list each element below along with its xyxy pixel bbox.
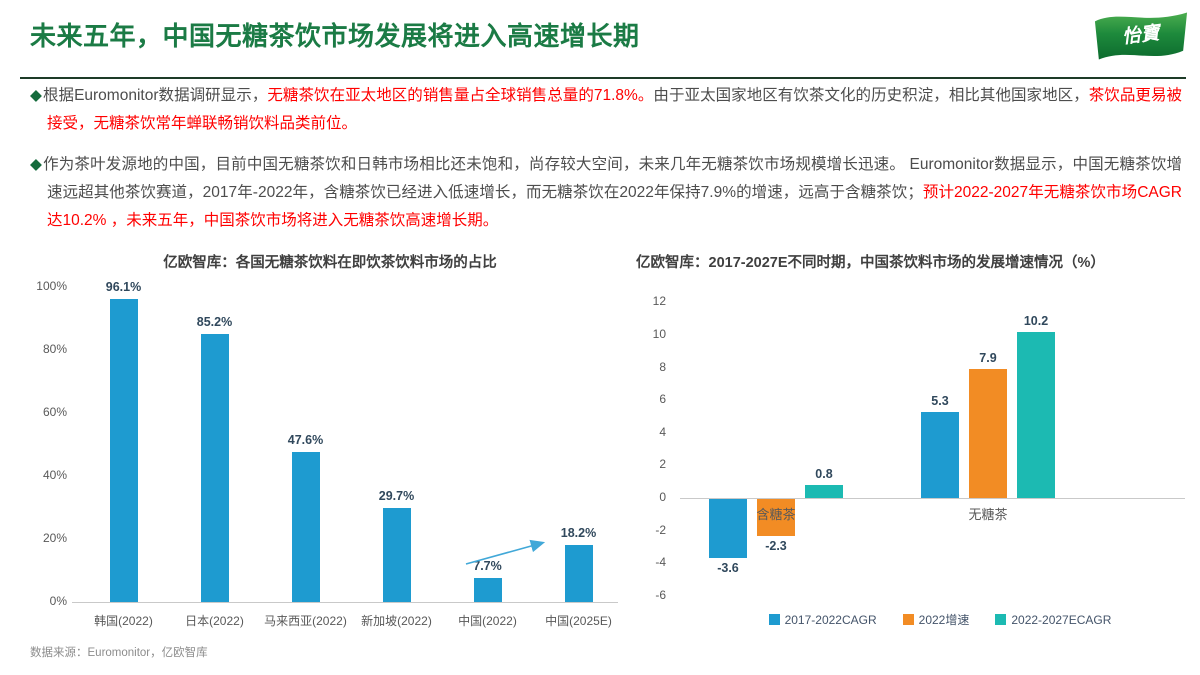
legend-label: 2017-2022CAGR [784, 612, 877, 627]
x-axis-category-label: 中国(2022) [458, 614, 517, 628]
bar-value-label: 18.2% [560, 525, 597, 540]
bar-value-label: 0.8 [815, 466, 833, 481]
bullet-paragraph: ◆作为茶叶发源地的中国，目前中国无糖茶饮和日韩市场相比还未饱和，尚存较大空间，未… [30, 151, 1182, 235]
y-axis-tick: 100% [36, 279, 67, 293]
y-axis-tick: 0% [49, 594, 67, 608]
group-category-label: 无糖茶 [968, 507, 1008, 522]
left-chart-title: 亿欧智库：各国无糖茶饮料在即饮茶饮料市场的占比 [163, 255, 497, 271]
bar [564, 544, 593, 602]
y-axis-tick: 2 [659, 457, 666, 472]
bullet-paragraph: ◆根据Euromonitor数据调研显示，无糖茶饮在亚太地区的销售量占全球销售总… [30, 82, 1182, 138]
y-axis-tick: 4 [659, 424, 666, 439]
y-axis-tick: -6 [655, 587, 666, 602]
text-segment: 作为茶叶发源地的中国，目前中国无糖茶饮和日韩市场相比还未饱和，尚存较大空间，未来… [43, 156, 1182, 201]
bar-value-label: 5.3 [931, 393, 949, 408]
bar-value-label: 7.7% [473, 558, 502, 573]
bar-value-label: 96.1% [105, 280, 142, 295]
bar [109, 299, 138, 602]
group-category-label: 含糖茶 [756, 507, 796, 522]
bar-value-label: 10.2 [1023, 313, 1049, 328]
legend-swatch-icon [902, 614, 914, 625]
legend-item: 2017-2022CAGR [768, 612, 877, 627]
legend-swatch-icon [995, 614, 1007, 625]
x-axis-category-label: 新加坡(2022) [361, 614, 432, 628]
legend-label: 2022增速 [918, 613, 970, 627]
bar-value-label: -2.3 [765, 539, 787, 554]
x-axis-category-label: 日本(2022) [185, 614, 244, 628]
chart-legend: 2017-2022CAGR 2022增速 2022-2027ECAGR [690, 611, 1190, 628]
y-axis-tick: 20% [42, 531, 67, 545]
bar-value-label: 29.7% [378, 489, 415, 504]
y-axis-tick: 6 [659, 392, 666, 407]
bar [1017, 331, 1055, 498]
y-axis-tick: 12 [652, 294, 666, 309]
bar-value-label: 85.2% [196, 314, 233, 329]
bar [921, 411, 959, 498]
y-axis-tick: 10 [652, 327, 666, 341]
bar-value-label: -3.6 [717, 560, 739, 575]
brand-logo-text: 怡寶 [1121, 21, 1164, 47]
bar [200, 333, 229, 602]
text-segment: 根据Euromonitor数据调研显示， [42, 87, 268, 104]
y-axis-tick: 80% [42, 342, 67, 356]
x-axis-category-label: 马来西亚(2022) [264, 614, 347, 628]
growth-arrow-icon [465, 539, 546, 565]
bullet-diamond-icon: ◆ [30, 156, 43, 173]
brand-logo-icon: 怡寶 [1094, 12, 1188, 60]
data-source-note: 数据来源：Euromonitor，亿欧智库 [30, 647, 208, 659]
y-axis-tick: -4 [655, 555, 666, 570]
legend-item: 2022增速 [902, 611, 970, 628]
legend-item: 2022-2027ECAGR [995, 613, 1111, 627]
bar-value-label: 7.9 [979, 351, 997, 366]
bar [291, 452, 320, 602]
title-divider [20, 77, 1186, 79]
x-axis-category-label: 中国(2025E) [545, 614, 612, 628]
bar [709, 499, 747, 558]
legend-label: 2022-2027ECAGR [1011, 612, 1112, 627]
bar [757, 499, 795, 537]
text-segment: 预计2022-2027年无糖茶饮市场CAGR达10.2% ，未来五年，中国茶饮市… [47, 184, 1182, 229]
x-axis-line [72, 602, 618, 603]
bullet-diamond-icon: ◆ [30, 87, 42, 104]
x-axis-line [680, 498, 1185, 499]
right-chart-title: 亿欧智库：2017-2027E不同时期，中国茶饮料市场的发展增速情况（%） [636, 255, 1105, 271]
bar [382, 508, 411, 602]
text-segment: 茶饮品更易被接受，无糖茶饮常年蝉联畅销饮料品类前位。 [47, 87, 1182, 132]
y-axis-tick: 0 [659, 490, 666, 504]
y-axis-tick: -2 [655, 522, 666, 537]
bar-value-label: 47.6% [287, 433, 324, 448]
bullet-list: ◆根据Euromonitor数据调研显示，无糖茶饮在亚太地区的销售量占全球销售总… [30, 82, 1182, 248]
y-axis-tick: 8 [659, 359, 666, 374]
legend-swatch-icon [768, 614, 780, 625]
bar [805, 484, 843, 498]
page-title: 未来五年，中国无糖茶饮市场发展将进入高速增长期 [30, 21, 640, 51]
bar [969, 369, 1007, 498]
bar [473, 577, 502, 602]
y-axis-tick: 40% [42, 468, 67, 482]
text-segment: 无糖茶饮在亚太地区的销售量占全球销售总量的71.8%。 [267, 87, 654, 104]
text-segment: 由于亚太国家地区有饮茶文化的历史积淀，相比其他国家地区， [653, 87, 1089, 104]
y-axis-tick: 60% [42, 405, 67, 419]
x-axis-category-label: 韩国(2022) [94, 614, 153, 628]
